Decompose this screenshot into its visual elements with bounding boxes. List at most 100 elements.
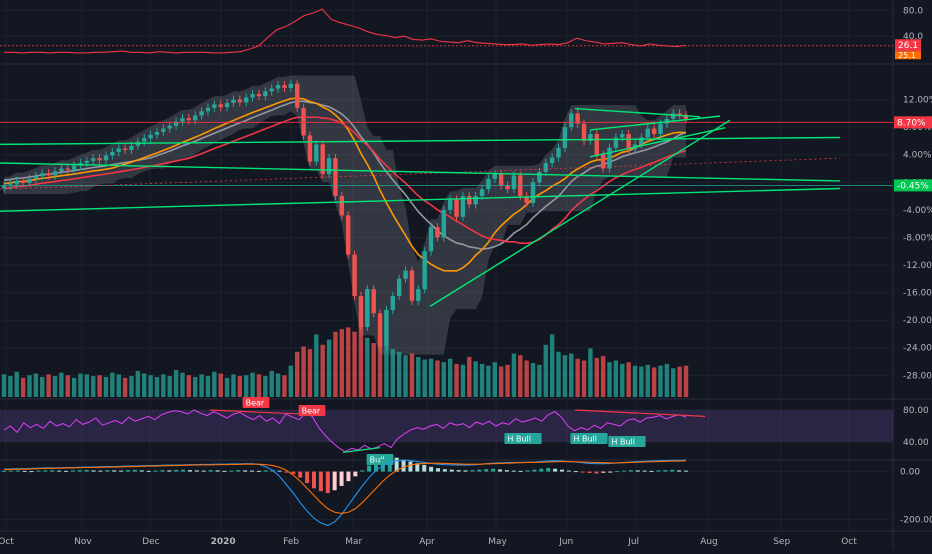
volume-bar: [422, 359, 427, 397]
candle-body: [161, 128, 166, 132]
volume-bar: [581, 360, 587, 397]
candle-body: [46, 173, 51, 176]
candle-body: [435, 227, 440, 238]
volume-bar: [148, 375, 153, 397]
macd-histogram-bar: [525, 470, 530, 472]
macd-histogram-bar: [608, 471, 613, 473]
price-axis-tick: -8.00%: [903, 233, 932, 243]
macd-histogram-bar: [332, 471, 337, 491]
macd-axis-tick: 0.00: [900, 468, 920, 478]
macd-histogram-bar: [325, 471, 330, 494]
trend-line-1: [0, 162, 841, 182]
macd-histogram-bar: [504, 470, 509, 472]
time-axis-label: Oct: [0, 537, 14, 547]
candle-body: [320, 144, 325, 175]
macd-histogram-bar: [236, 470, 241, 472]
macd-histogram-bar: [422, 464, 427, 472]
macd-signal-line: [3, 460, 687, 515]
volume-bar: [473, 361, 478, 397]
vix-ref-tag: [895, 51, 921, 60]
macd-histogram-bar: [546, 467, 551, 472]
volume-bar: [556, 351, 561, 397]
volume-bar: [40, 376, 45, 397]
candle-body: [562, 127, 568, 148]
volume-bar: [180, 372, 185, 397]
price-axis-tick: -4.00%: [903, 206, 932, 216]
volume-bar: [518, 355, 523, 397]
macd-histogram-bar: [8, 470, 13, 472]
time-axis-label: Dec: [142, 537, 159, 547]
macd-histogram-bar: [374, 462, 378, 472]
macd-histogram-bar: [339, 471, 344, 486]
volume-bar: [97, 375, 102, 397]
volume-bar: [103, 376, 109, 397]
macd-histogram-bar: [36, 470, 41, 472]
macd-histogram-bar: [91, 470, 96, 472]
candle-body: [288, 83, 294, 88]
candle-body: [377, 313, 383, 347]
volume-bar: [33, 373, 39, 397]
volume-bar: [352, 331, 357, 397]
macd-histogram-bar: [119, 470, 124, 472]
baseline-price-value: -0.45%: [897, 181, 929, 191]
price-axis-tick: -12.00%: [903, 261, 932, 271]
macd-histogram-bar: [436, 468, 440, 472]
volume-bar: [639, 366, 644, 397]
macd-histogram-bar: [312, 471, 316, 489]
macd-histogram-bar: [105, 470, 110, 472]
macd-histogram-bar: [601, 471, 606, 473]
volume-bar: [52, 376, 58, 397]
macd-histogram-bar: [29, 471, 34, 473]
candle-body: [294, 83, 300, 108]
volume-bar: [212, 371, 217, 397]
macd-histogram-bar: [318, 471, 323, 492]
volume-bar: [173, 370, 179, 397]
candle-body: [97, 158, 102, 161]
candle-body: [33, 176, 39, 179]
macd-histogram-bar: [15, 470, 20, 472]
rsi-signal-label: H Bull: [573, 435, 597, 444]
trend-line-2: [0, 187, 841, 212]
macd-histogram-bar: [498, 469, 502, 472]
candle-body: [59, 168, 64, 172]
macd-histogram-bar: [684, 470, 688, 472]
candle-body: [314, 144, 319, 162]
volume-bar: [91, 376, 96, 397]
volume-bar: [479, 363, 485, 397]
macd-histogram-bar: [284, 471, 289, 473]
candle-body: [199, 111, 204, 116]
time-axis-label: Jun: [558, 537, 573, 547]
candle-body: [148, 134, 153, 139]
macd-histogram-bar: [2, 470, 6, 472]
macd-histogram-bar: [64, 470, 68, 472]
macd-histogram-bar: [615, 471, 620, 473]
candle-body: [581, 123, 587, 141]
volume-bar: [20, 377, 26, 397]
macd-histogram-bar: [146, 470, 151, 472]
volume-bar: [549, 334, 555, 397]
macd-histogram-bar: [291, 471, 296, 474]
candle-body: [301, 107, 306, 136]
candle-body: [403, 270, 408, 279]
macd-histogram-bar: [215, 470, 220, 472]
volume-bar: [301, 346, 306, 397]
candle-body: [492, 174, 497, 179]
candle-body: [600, 154, 606, 169]
volume-bar: [237, 376, 243, 397]
volume-bar: [651, 367, 657, 397]
candle-body: [467, 196, 472, 205]
volume-bar: [320, 344, 325, 397]
candle-body: [371, 289, 376, 314]
volume-bar: [403, 355, 408, 397]
volume-bar: [256, 374, 262, 397]
candle-body: [422, 251, 427, 290]
macd-histogram-bar: [415, 463, 420, 472]
volume-bar: [288, 365, 294, 397]
candle-body: [129, 145, 134, 150]
volume-bar: [8, 376, 13, 397]
macd-histogram-bar: [594, 471, 599, 474]
macd-histogram-bar: [160, 470, 165, 472]
macd-histogram-bar: [401, 459, 406, 472]
